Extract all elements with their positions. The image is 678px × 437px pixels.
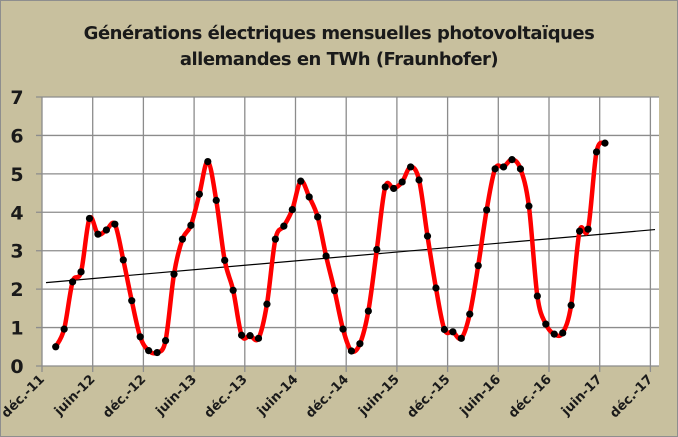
data-point-marker xyxy=(254,334,263,342)
x-tick-label: déc.-11 xyxy=(0,372,48,421)
y-tick-label: 2 xyxy=(10,279,23,301)
data-point-marker xyxy=(398,178,406,186)
data-point-marker xyxy=(440,325,448,334)
data-point-marker xyxy=(178,235,187,243)
data-point-marker xyxy=(69,278,77,286)
data-point-marker xyxy=(195,190,203,198)
y-tick-label: 7 xyxy=(10,87,23,109)
data-point-marker xyxy=(161,337,170,345)
data-point-marker xyxy=(212,196,220,204)
data-point-marker xyxy=(559,329,567,337)
data-point-marker xyxy=(457,334,465,342)
x-tick-label: juin-14 xyxy=(254,372,301,419)
data-point-marker xyxy=(238,331,246,339)
data-point-marker xyxy=(491,165,499,173)
data-point-marker xyxy=(601,139,609,147)
data-point-marker xyxy=(229,286,237,294)
data-point-marker xyxy=(263,300,271,308)
x-tick-label: déc.-12 xyxy=(100,372,149,421)
data-point-marker xyxy=(136,333,144,341)
y-tick-label: 3 xyxy=(10,241,23,263)
data-point-marker xyxy=(525,202,533,210)
x-tick-label: juin-15 xyxy=(355,372,402,419)
data-point-marker xyxy=(356,340,364,348)
data-point-marker xyxy=(111,220,119,228)
data-point-marker xyxy=(77,268,85,276)
data-point-marker xyxy=(280,222,288,230)
data-point-marker xyxy=(533,292,541,300)
x-tick-label: déc.-17 xyxy=(607,372,656,421)
y-tick-label: 0 xyxy=(10,356,23,378)
data-point-marker xyxy=(288,205,296,214)
data-point-marker xyxy=(322,252,330,260)
x-tick-label: juin-13 xyxy=(153,372,200,419)
trend-line xyxy=(45,228,656,284)
x-tick-label: juin-17 xyxy=(558,372,605,419)
data-point-marker xyxy=(271,235,279,243)
data-point-marker xyxy=(297,177,305,185)
data-point-marker xyxy=(221,256,229,264)
data-point-marker xyxy=(381,183,389,191)
data-point-marker xyxy=(102,226,110,234)
chart-title-line-2: allemandes en TWh (Fraunhofer) xyxy=(179,49,499,70)
data-point-marker xyxy=(550,330,558,338)
y-axis-tick-labels: 0 1 2 3 4 5 6 7 xyxy=(10,87,23,378)
gridlines xyxy=(36,96,659,372)
data-point-marker xyxy=(592,148,601,156)
data-point-marker xyxy=(330,287,339,295)
data-point-marker xyxy=(364,307,372,315)
data-point-marker xyxy=(542,320,550,328)
data-point-marker xyxy=(415,176,423,184)
data-point-marker xyxy=(516,165,525,173)
data-point-marker xyxy=(187,221,195,229)
x-tick-label: déc.-16 xyxy=(506,372,555,421)
y-tick-label: 6 xyxy=(10,125,23,147)
data-point-marker xyxy=(390,184,398,193)
y-tick-label: 4 xyxy=(10,202,23,224)
data-point-marker xyxy=(432,284,440,292)
data-point-marker xyxy=(499,163,508,171)
data-point-marker xyxy=(246,332,254,340)
data-point-marker xyxy=(170,270,178,278)
chart-title-line-1: Générations électriques mensuelles photo… xyxy=(83,23,595,44)
data-point-marker xyxy=(474,262,482,270)
data-point-marker xyxy=(576,227,584,235)
data-point-marker xyxy=(85,214,94,223)
y-tick-label: 5 xyxy=(10,164,23,186)
data-point-marker xyxy=(94,230,102,238)
data-point-marker xyxy=(204,157,212,166)
data-point-marker xyxy=(423,232,432,240)
plot-area xyxy=(42,97,659,366)
x-tick-label: déc.-14 xyxy=(303,372,352,421)
data-point-marker xyxy=(153,348,161,357)
data-point-marker xyxy=(567,301,575,309)
x-tick-label: juin-16 xyxy=(457,372,504,419)
x-axis-tick-labels: déc.-11 juin-12 déc.-12 juin-13 déc.-13 juin-… xyxy=(0,372,656,421)
data-point-marker xyxy=(373,245,381,254)
data-point-marker xyxy=(314,213,322,221)
x-tick-label: juin-12 xyxy=(51,372,98,419)
data-point-marker xyxy=(145,347,153,355)
data-point-marker xyxy=(119,256,127,264)
data-point-marker xyxy=(483,206,491,214)
data-point-marker xyxy=(305,193,313,201)
data-point-marker xyxy=(466,310,474,318)
chart-title: Générations électriques mensuelles photo… xyxy=(0,21,678,73)
data-point-marker xyxy=(52,343,60,351)
data-point-marker xyxy=(347,347,356,355)
x-tick-label: déc.-15 xyxy=(404,372,453,421)
y-tick-label: 1 xyxy=(10,318,23,340)
data-point-marker xyxy=(407,163,415,171)
data-point-marker xyxy=(339,325,347,333)
data-point-marker xyxy=(60,325,68,333)
data-point-marker xyxy=(508,156,516,164)
data-point-markers xyxy=(52,139,609,357)
data-point-marker xyxy=(584,225,592,233)
data-point-marker xyxy=(449,328,457,336)
x-tick-label: déc.-13 xyxy=(202,372,251,421)
data-point-marker xyxy=(128,297,136,305)
